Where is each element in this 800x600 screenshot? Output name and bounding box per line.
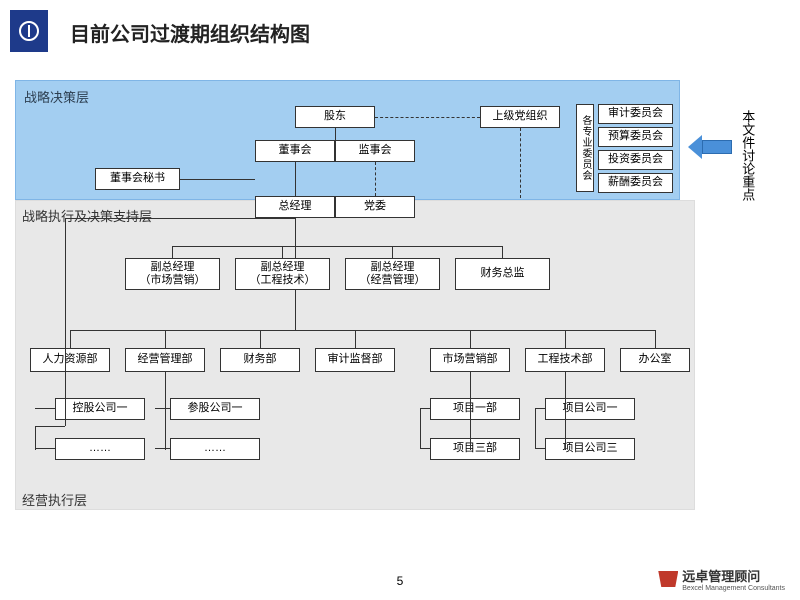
node-finance: 财务部 [220,348,300,372]
line [35,426,65,427]
node-committees-group: 各专业委员会 [576,104,594,192]
node-office: 办公室 [620,348,690,372]
cosco-logo [10,10,48,52]
footer-brand-sub: Bexcel Management Consultants [682,585,785,592]
node-ellipsis2: …… [170,438,260,460]
node-cfo: 财务总监 [455,258,550,290]
line [392,246,393,258]
node-dgm-mgmt: 副总经理 （经营管理） [345,258,440,290]
node-comp-comm: 薪酬委员会 [598,173,673,193]
node-invest-comm: 投资委员会 [598,150,673,170]
line [535,408,545,409]
line [420,408,421,448]
line [70,330,71,348]
node-projco1: 项目公司一 [545,398,635,420]
node-budget-comm: 预算委员会 [598,127,673,147]
line [420,408,430,409]
line [282,246,283,258]
line [565,372,566,450]
node-ellipsis1: …… [55,438,145,460]
line [65,218,295,219]
node-dgm-eng: 副总经理 （工程技术） [235,258,330,290]
footer-icon [658,571,678,587]
node-dgm-marketing: 副总经理 （市场营销） [125,258,220,290]
line [295,162,296,196]
node-supervisory: 监事会 [335,140,415,162]
node-audit-comm: 审计委员会 [598,104,673,124]
node-audit-dept: 审计监督部 [315,348,395,372]
line [655,330,656,348]
node-holding1: 控股公司一 [55,398,145,420]
node-hr: 人力资源部 [30,348,110,372]
node-proj3: 项目三部 [430,438,520,460]
line [355,330,356,348]
line [470,372,471,450]
focus-arrow [702,140,732,154]
line [470,330,471,348]
line [70,330,655,331]
footer-brand: 远卓管理顾问 Bexcel Management Consultants [658,566,785,592]
node-engineering: 工程技术部 [525,348,605,372]
line [172,246,173,258]
exec-label: 经营执行层 [22,490,87,509]
exec-support-label: 战略执行及决策支持层 [22,206,152,225]
node-gm: 总经理 [255,196,335,218]
line [165,372,166,450]
node-marketing: 市场营销部 [430,348,510,372]
line [295,290,296,330]
line [295,218,296,246]
node-shareholders: 股东 [295,106,375,128]
line [155,448,170,449]
line [535,408,536,448]
node-projco3: 项目公司三 [545,438,635,460]
line [420,448,430,449]
line [35,448,55,449]
page-title: 目前公司过渡期组织结构图 [70,18,310,47]
page-number: 5 [397,574,404,588]
annotation-focus: 本文件讨论重点 [740,110,754,201]
line [502,246,503,258]
footer-brand-text: 远卓管理顾问 [682,566,785,585]
node-party-comm: 党委 [335,196,415,218]
line [155,408,170,409]
node-board-sec: 董事会秘书 [95,168,180,190]
line [180,179,255,180]
line [260,330,261,348]
node-party-org: 上级党组织 [480,106,560,128]
node-ops-mgmt: 经营管理部 [125,348,205,372]
line [295,246,296,258]
line [535,448,545,449]
node-proj1: 项目一部 [430,398,520,420]
line [172,246,502,247]
node-board: 董事会 [255,140,335,162]
line [35,426,36,450]
line [565,330,566,348]
line [65,218,66,426]
line [375,162,376,196]
line [35,408,55,409]
node-equity1: 参股公司一 [170,398,260,420]
line [520,128,521,198]
line [165,330,166,348]
line [375,117,480,118]
line [335,128,336,140]
